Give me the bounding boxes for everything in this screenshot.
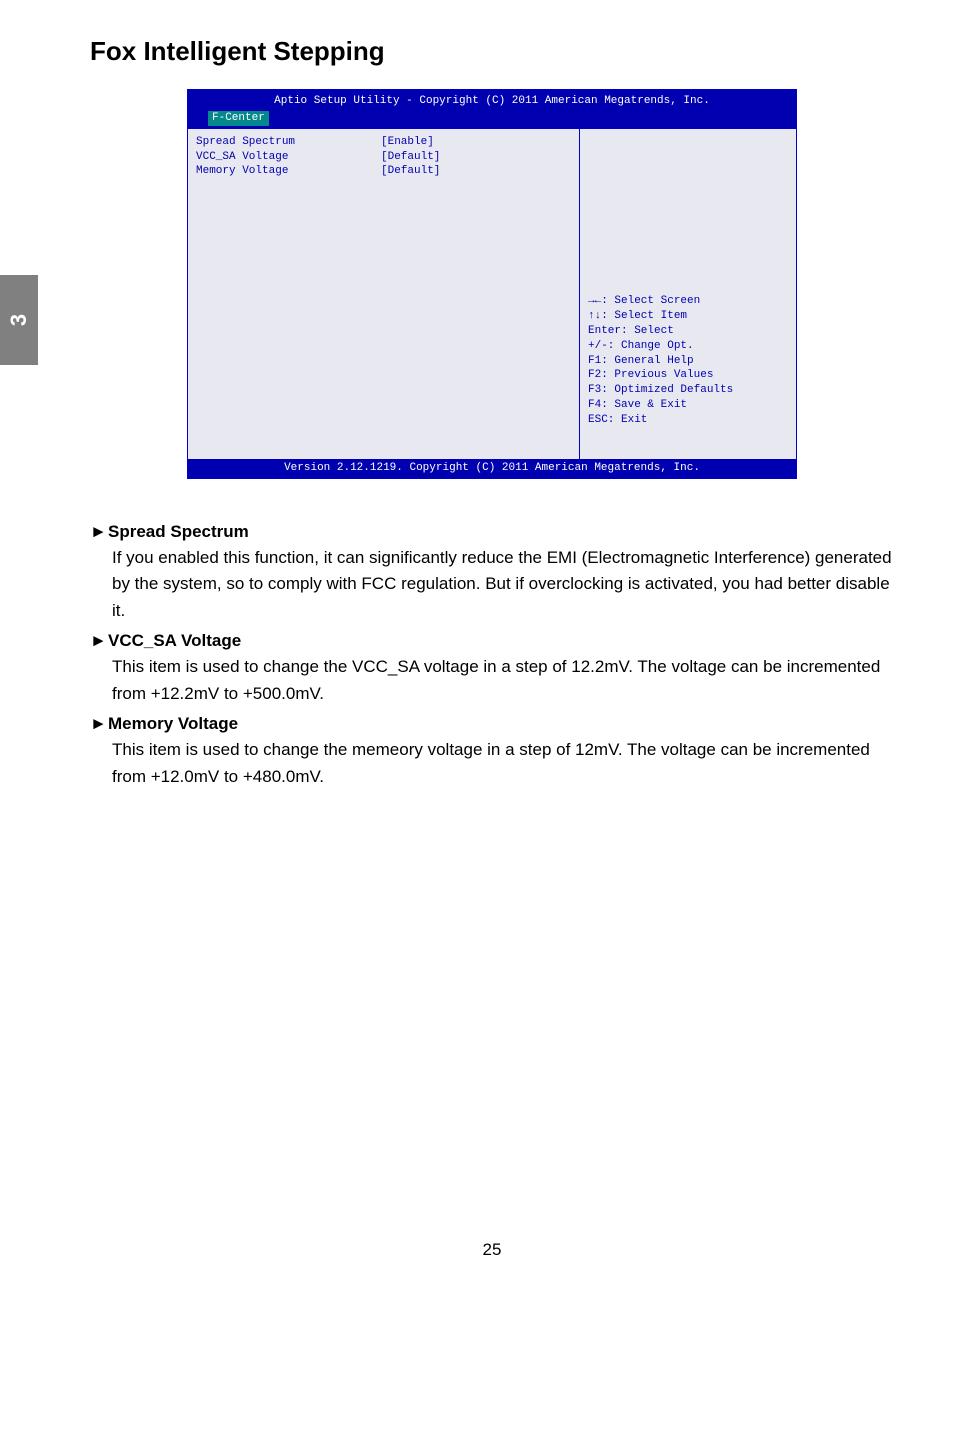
bios-header-text: Aptio Setup Utility - Copyright (C) 2011… <box>196 94 788 109</box>
chapter-number: 3 <box>6 314 32 326</box>
section-body: This item is used to change the memeory … <box>90 737 894 790</box>
bios-help-top <box>588 135 788 294</box>
section-header-vcc-sa-voltage: ►VCC_SA Voltage <box>90 628 894 654</box>
content-body: ►Spread Spectrum If you enabled this fun… <box>90 519 894 790</box>
section-title: Memory Voltage <box>108 714 238 733</box>
bios-help-keys: →←: Select Screen ↑↓: Select Item Enter:… <box>588 293 788 453</box>
section-title: VCC_SA Voltage <box>108 631 241 650</box>
arrow-icon: ► <box>90 519 108 545</box>
bios-setting-value: [Enable] <box>381 135 434 150</box>
bios-body: Spread Spectrum [Enable] VCC_SA Voltage … <box>188 128 796 459</box>
bios-setting-label: Spread Spectrum <box>196 135 381 150</box>
section-body: If you enabled this function, it can sig… <box>90 545 894 624</box>
bios-setting-label: Memory Voltage <box>196 164 381 179</box>
bios-setting-row: VCC_SA Voltage [Default] <box>196 150 571 165</box>
section-header-memory-voltage: ►Memory Voltage <box>90 711 894 737</box>
bios-setting-row: Memory Voltage [Default] <box>196 164 571 179</box>
bios-footer: Version 2.12.1219. Copyright (C) 2011 Am… <box>188 459 796 478</box>
bios-tab-bar: F-Center <box>208 111 788 126</box>
arrow-icon: ► <box>90 628 108 654</box>
bios-setting-label: VCC_SA Voltage <box>196 150 381 165</box>
page-title: Fox Intelligent Stepping <box>90 36 894 67</box>
page-number: 25 <box>90 1240 894 1290</box>
bios-setting-row: Spread Spectrum [Enable] <box>196 135 571 150</box>
chapter-side-tab: 3 <box>0 275 38 365</box>
bios-setting-value: [Default] <box>381 164 440 179</box>
bios-header: Aptio Setup Utility - Copyright (C) 2011… <box>188 90 796 128</box>
bios-settings-panel: Spread Spectrum [Enable] VCC_SA Voltage … <box>188 129 580 459</box>
arrow-icon: ► <box>90 711 108 737</box>
section-title: Spread Spectrum <box>108 522 249 541</box>
bios-screenshot: Aptio Setup Utility - Copyright (C) 2011… <box>187 89 797 479</box>
section-body: This item is used to change the VCC_SA v… <box>90 654 894 707</box>
bios-tab-fcenter: F-Center <box>208 111 269 126</box>
bios-help-panel: →←: Select Screen ↑↓: Select Item Enter:… <box>580 129 796 459</box>
section-header-spread-spectrum: ►Spread Spectrum <box>90 519 894 545</box>
bios-setting-value: [Default] <box>381 150 440 165</box>
